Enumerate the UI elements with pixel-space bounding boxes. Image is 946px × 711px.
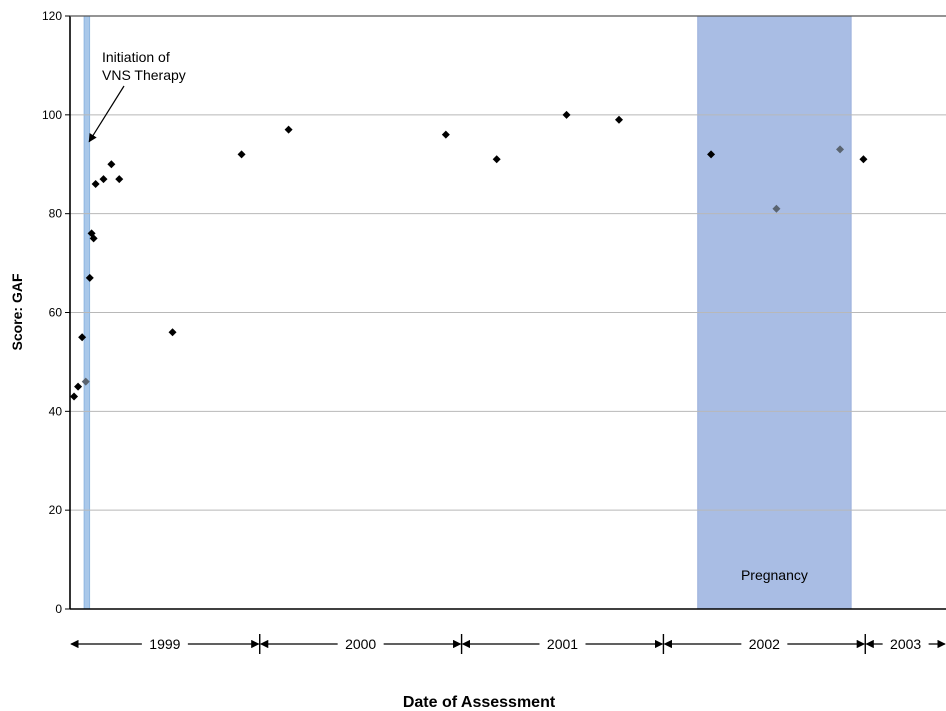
data-point — [772, 204, 781, 213]
y-tick-label-60: 60 — [49, 306, 63, 320]
y-tick-label-0: 0 — [55, 602, 62, 616]
data-point — [836, 145, 845, 154]
data-point — [859, 155, 868, 164]
data-point — [168, 328, 177, 337]
data-point — [107, 160, 116, 169]
vns-annotation-line-1: Initiation of — [102, 49, 170, 65]
data-point — [492, 155, 501, 164]
data-point — [99, 175, 108, 184]
vns-annotation-line-2: VNS Therapy — [102, 67, 186, 83]
pregnancy-band-label: Pregnancy — [741, 567, 808, 583]
year-range-label-2000: 2000 — [345, 636, 376, 652]
axes-layer: 0 20 40 60 80 100 120 — [42, 9, 946, 616]
data-point — [115, 175, 124, 184]
y-tick-label-40: 40 — [49, 404, 63, 418]
y-tick-label-120: 120 — [42, 9, 62, 23]
data-point — [81, 377, 90, 386]
data-point — [70, 392, 79, 401]
year-range-label-2001: 2001 — [547, 636, 578, 652]
data-point — [91, 180, 100, 189]
y-tick-label-80: 80 — [49, 207, 63, 221]
year-range-label-2003: 2003 — [890, 636, 921, 652]
grid-layer — [70, 114, 946, 511]
year-ranges-layer: 1999 2000 2001 2002 2003 — [70, 634, 946, 654]
data-point — [707, 150, 716, 159]
year-range-label-1999: 1999 — [149, 636, 180, 652]
data-point — [615, 115, 624, 124]
data-point — [74, 382, 83, 391]
data-point — [441, 130, 450, 139]
x-axis-title: Date of Assessment — [403, 694, 556, 711]
data-point — [284, 125, 293, 134]
data-point — [78, 333, 87, 342]
data-point — [237, 150, 246, 159]
data-point — [89, 234, 98, 243]
annotation-layer: Initiation of VNS Therapy — [88, 49, 186, 143]
y-axis-title: Score: GAF — [9, 273, 25, 350]
points-layer — [70, 110, 868, 401]
data-point — [85, 273, 94, 282]
y-tick-label-100: 100 — [42, 108, 62, 122]
vns-annotation-arrow — [88, 85, 125, 143]
y-tick-label-20: 20 — [49, 503, 63, 517]
data-point — [562, 110, 571, 119]
year-range-label-2002: 2002 — [749, 636, 780, 652]
